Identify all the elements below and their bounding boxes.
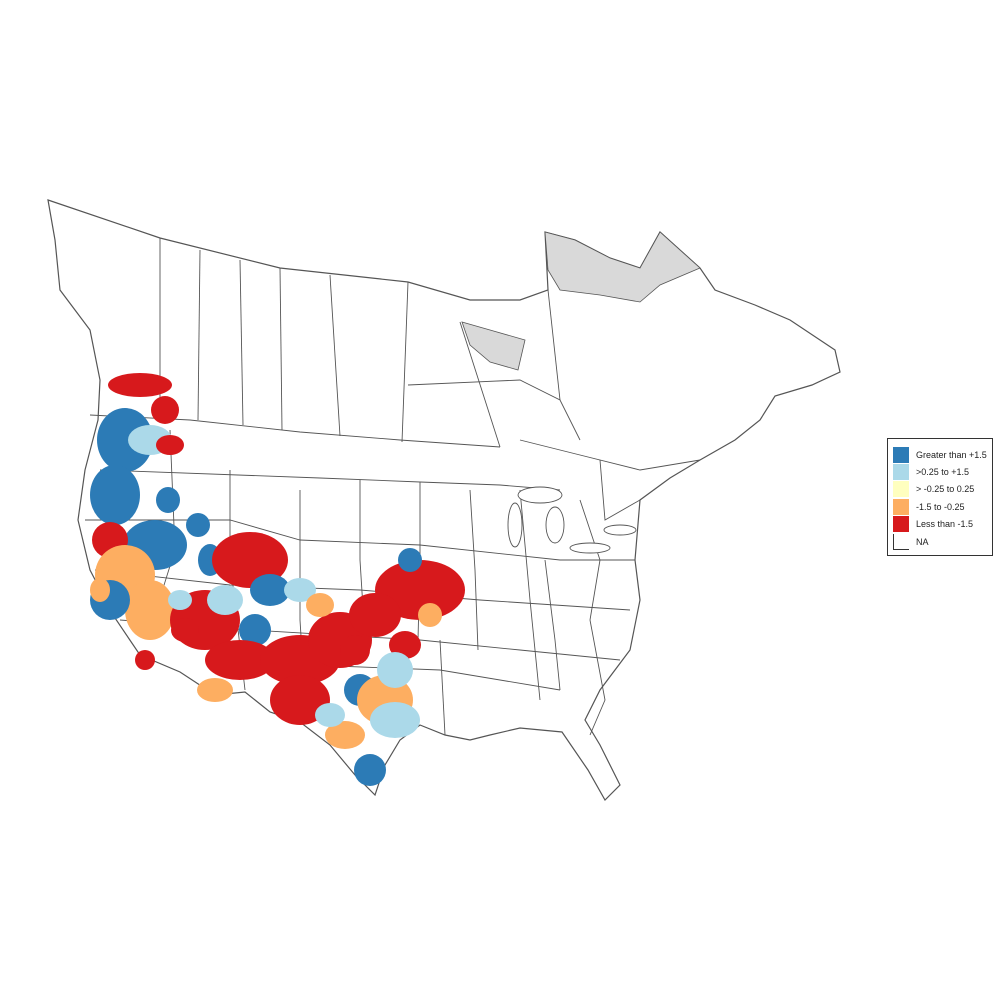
excluded-region-ontario (461, 321, 526, 371)
data-region (389, 631, 421, 659)
data-region (370, 702, 420, 738)
data-region (108, 373, 172, 397)
data-region (377, 652, 413, 688)
data-region (171, 618, 199, 642)
great-lakes (507, 486, 637, 554)
data-region (418, 603, 442, 627)
data-region (135, 650, 155, 670)
data-region (90, 465, 140, 525)
data-region (340, 635, 370, 665)
legend-label: Less than -1.5 (916, 519, 974, 530)
legend-label: > -0.25 to 0.25 (916, 484, 975, 495)
legend-item: NA (893, 533, 992, 550)
legend-item: Greater than +1.5 (893, 446, 992, 463)
legend-item: Less than -1.5 (893, 516, 992, 533)
data-region (212, 532, 288, 588)
legend-label: Greater than +1.5 (916, 449, 987, 460)
data-region (90, 578, 110, 602)
legend-item: -1.5 to -0.25 (893, 498, 992, 515)
data-region (125, 580, 175, 640)
legend-label: -1.5 to -0.25 (916, 501, 965, 512)
data-region (398, 548, 422, 572)
data-region (156, 487, 180, 513)
legend-swatch (893, 533, 909, 550)
legend-swatch (893, 464, 909, 481)
data-region (354, 754, 386, 786)
data-region (250, 574, 290, 606)
data-region (156, 435, 184, 455)
data-region (349, 593, 401, 637)
data-region (315, 703, 345, 727)
legend-swatch (893, 446, 909, 463)
legend-item: > -0.25 to 0.25 (893, 481, 992, 498)
choropleth-layer (90, 373, 465, 786)
data-region (239, 614, 271, 646)
legend-swatch (893, 498, 909, 515)
data-region (197, 678, 233, 702)
legend-swatch (893, 516, 909, 533)
data-region (325, 721, 365, 749)
legend: Greater than +1.5 >0.25 to +1.5 > -0.25 … (887, 438, 993, 556)
data-region (97, 408, 153, 472)
legend-swatch (893, 481, 909, 498)
data-region (151, 396, 179, 424)
data-region (168, 590, 192, 610)
data-region (306, 593, 334, 617)
data-region (205, 640, 275, 680)
data-region (207, 585, 243, 615)
legend-label: >0.25 to +1.5 (916, 467, 970, 478)
excluded-region-labrador (544, 231, 701, 303)
data-region (284, 578, 316, 602)
legend-label: NA (916, 536, 929, 547)
data-region (270, 675, 330, 725)
legend-item: >0.25 to +1.5 (893, 463, 992, 481)
data-region (186, 513, 210, 537)
